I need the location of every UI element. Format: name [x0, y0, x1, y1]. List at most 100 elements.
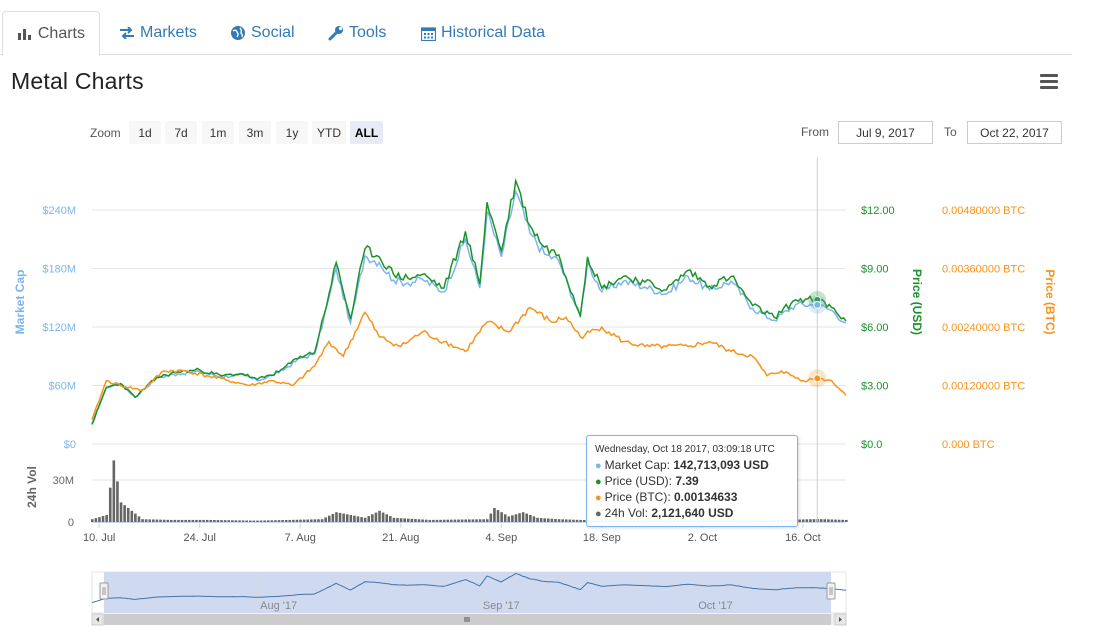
volume-bar — [561, 519, 564, 522]
price-usd-dot-icon: ● — [595, 476, 602, 488]
volume-bar — [259, 520, 263, 522]
to-date-input[interactable]: Oct 22, 2017 — [967, 121, 1062, 144]
market-cap-line — [91, 189, 847, 424]
tab-historical-data[interactable]: Historical Data — [419, 11, 545, 55]
price-btc-line — [91, 306, 847, 420]
volume-bar — [299, 519, 302, 522]
tab-social[interactable]: Social — [229, 11, 295, 55]
volume-bar — [511, 515, 514, 522]
volume-bar — [464, 519, 468, 522]
price-btc-tick-label: 0.00480000 BTC — [942, 205, 1025, 217]
volume-bar — [213, 520, 216, 522]
volume-bar — [277, 520, 281, 522]
volume-bar — [414, 519, 417, 522]
volume-bar — [798, 519, 801, 522]
volume-bar — [385, 514, 389, 522]
volume-bar — [503, 514, 507, 522]
volume-bar — [281, 520, 284, 522]
market-cap-axis-title: Market Cap — [13, 270, 27, 335]
volume-bar — [536, 517, 539, 522]
zoom-button-all[interactable]: ALL — [350, 121, 383, 144]
volume-bar — [424, 519, 428, 522]
volume-bar — [241, 520, 245, 522]
volume-bar — [356, 516, 360, 522]
volume-bar — [220, 520, 223, 522]
volume-bar — [180, 519, 184, 522]
volume-bar — [809, 519, 812, 522]
chart-menu-button[interactable] — [1040, 74, 1058, 90]
volume-bar — [546, 518, 550, 522]
tab-markets[interactable]: Markets — [118, 11, 197, 55]
volume-bar — [819, 519, 823, 522]
volume-tick-label: 30M — [53, 475, 74, 487]
axis-labels: $0 $60M $120M $180M $240M $0.0 $3.00 $6.00 $9.00… — [13, 205, 1057, 544]
zoom-button-1m[interactable]: 1m — [202, 121, 234, 144]
volume-bar — [812, 519, 816, 522]
volume-bar — [564, 519, 568, 522]
volume-bar — [141, 519, 144, 522]
volume-bar — [335, 512, 338, 522]
volume-bar — [155, 519, 159, 522]
tooltip-row-market-cap: ● Market Cap: 142,713,093 USD — [595, 458, 769, 472]
price-btc-marker — [813, 374, 822, 383]
zoom-button-7d[interactable]: 7d — [165, 121, 197, 144]
x-tick-label: 24. Jul — [184, 532, 216, 544]
from-label: From — [801, 125, 829, 139]
price-usd-axis-title: Price (USD) — [910, 269, 924, 335]
price-usd-tick-label: $0.0 — [861, 439, 882, 451]
volume-bar — [446, 519, 450, 522]
volume-bar — [521, 512, 525, 522]
zoom-button-ytd[interactable]: YTD — [312, 121, 346, 144]
volume-axis-title: 24h Vol — [25, 466, 39, 508]
series-lines — [91, 177, 847, 425]
market-cap-tick-label: $180M — [42, 264, 76, 276]
volume-bar — [91, 519, 94, 522]
volume-bar — [209, 519, 213, 522]
volume-bar — [532, 516, 536, 522]
tab-charts[interactable]: Charts — [2, 11, 100, 56]
price-usd-line — [91, 177, 847, 425]
market-cap-tick-label: $60M — [48, 381, 76, 393]
volume-bar — [399, 518, 403, 522]
price-chart[interactable]: $0 $60M $120M $180M $240M $0.0 $3.00 $6.00 $9.00… — [0, 150, 1096, 635]
navigator-selected-range — [104, 572, 831, 613]
tooltip-row-volume: ● 24h Vol: 2,121,640 USD — [595, 506, 734, 520]
volume-bar — [198, 519, 202, 522]
volume-bar — [166, 519, 169, 522]
tab-label: Historical Data — [441, 24, 546, 41]
tab-tools[interactable]: Tools — [327, 11, 386, 55]
volume-bar — [403, 518, 406, 522]
volume-bar — [410, 518, 414, 522]
volume-bar — [270, 520, 274, 522]
x-tick-label: 10. Jul — [83, 532, 115, 544]
volume-bar — [550, 518, 554, 522]
volume-bar — [837, 519, 841, 522]
zoom-button-1d[interactable]: 1d — [129, 121, 161, 144]
volume-bar — [169, 519, 173, 522]
volume-bar — [195, 519, 198, 522]
navigator[interactable]: Aug '17 Sep '17 Oct '17 — [91, 571, 847, 626]
zoom-button-3m[interactable]: 3m — [239, 121, 271, 144]
navigator-right-handle — [826, 582, 836, 600]
from-date-input[interactable]: Jul 9, 2017 — [838, 121, 933, 144]
volume-bar — [152, 519, 155, 522]
volume-bar — [450, 519, 453, 522]
volume-bar — [173, 519, 177, 522]
volume-bar — [148, 519, 152, 522]
volume-bar — [442, 519, 446, 522]
tab-label: Social — [251, 24, 295, 41]
volume-bar — [116, 481, 119, 522]
volume-bar — [525, 513, 529, 522]
volume-bar — [514, 514, 518, 522]
volume-bar — [324, 517, 327, 522]
volume-bar — [306, 519, 310, 522]
volume-bar — [256, 520, 259, 522]
volume-bar — [830, 519, 834, 522]
volume-bar — [428, 519, 432, 522]
volume-bar — [845, 519, 848, 522]
navigator-tick-label: Aug '17 — [260, 600, 297, 612]
price-btc-tick-label: 0.000 BTC — [942, 439, 995, 451]
zoom-button-1y[interactable]: 1y — [276, 121, 308, 144]
volume-bar — [827, 519, 830, 522]
volume-bar — [112, 460, 116, 522]
